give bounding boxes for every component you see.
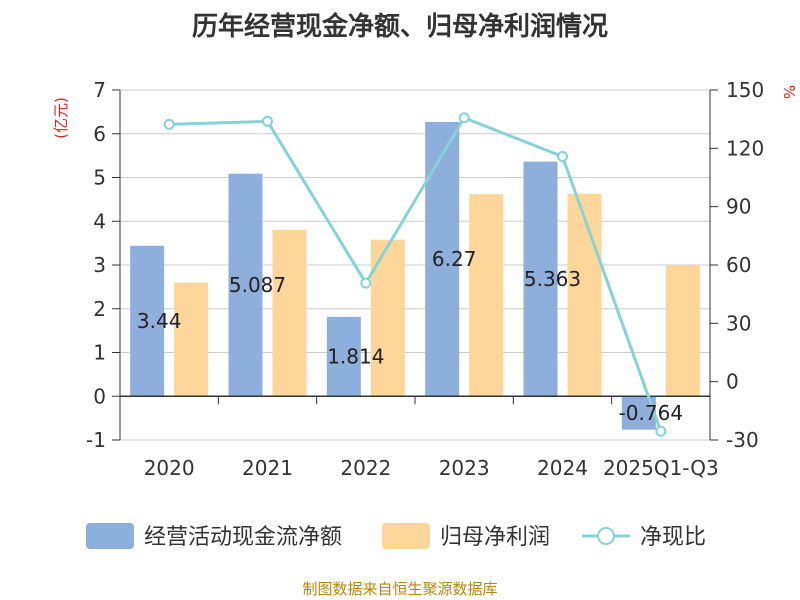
cashflow-bar [130, 245, 165, 397]
profit-bar [174, 282, 209, 397]
legend-swatch-cashflow [86, 523, 134, 549]
x-tick-label: 2021 [242, 456, 293, 480]
left-tick-label: 4 [93, 209, 106, 233]
grid-lines [120, 89, 710, 441]
legend-swatch-profit [382, 523, 430, 549]
cashflow-data-label: 6.27 [432, 247, 477, 271]
left-tick-label: 3 [93, 253, 106, 277]
cashflow-data-label: 3.44 [137, 309, 182, 333]
ratio-point [655, 425, 667, 437]
legend: 经营活动现金流净额 归母净利润 净现比 [86, 523, 706, 550]
left-tick-label: 5 [93, 166, 106, 190]
cashflow-data-label: 1.814 [327, 345, 384, 369]
profit-bar [567, 193, 602, 397]
legend-label-cashflow: 经营活动现金流净额 [144, 525, 342, 550]
right-tick-label: 120 [726, 136, 764, 160]
legend-label-profit: 归母净利润 [440, 525, 550, 550]
cashflow-bar [523, 161, 558, 397]
ratio-line-path [169, 115, 663, 432]
profit-bar [370, 239, 405, 397]
legend-swatch-ratio-marker [597, 527, 615, 545]
right-tick-label: -30 [726, 428, 759, 452]
x-tick-label: 2022 [340, 456, 391, 480]
ratio-line [163, 112, 667, 437]
x-tick-label: 2025Q1-Q3 [603, 456, 719, 480]
cashflow-bar [228, 173, 263, 397]
x-tick-label: 2023 [439, 456, 490, 480]
axes: -1 0 1 2 3 4 5 6 7 -30 0 30 60 90 120 150 (亿元)% 2020 2021 2… [52, 78, 798, 480]
left-axis-unit: (亿元) [52, 97, 70, 139]
bars [130, 121, 700, 430]
left-tick-label: 2 [93, 297, 106, 321]
cashflow-bar [425, 121, 460, 397]
ratio-point [458, 112, 470, 124]
right-tick-label: 0 [726, 370, 739, 394]
data-labels: 3.44 5.087 1.814 6.27 5.363 -0.764 [137, 247, 683, 425]
left-tick-label: -1 [86, 428, 106, 452]
source-note: 制图数据来自恒生聚源数据库 [302, 580, 498, 598]
profit-bar [469, 194, 504, 397]
left-tick-label: 0 [93, 384, 106, 408]
right-tick-label: 30 [726, 311, 751, 335]
ratio-point [557, 151, 568, 162]
cashflow-data-label: -0.764 [619, 401, 683, 425]
profit-bar [665, 265, 700, 397]
ratio-point [163, 118, 175, 130]
cashflow-data-label: 5.363 [524, 267, 581, 291]
cashflow-bar [326, 316, 361, 397]
left-tick-label: 1 [93, 341, 106, 365]
left-tick-label: 6 [93, 122, 106, 146]
cashflow-data-label: 5.087 [229, 273, 286, 297]
x-tick-label: 2024 [537, 456, 588, 480]
right-tick-label: 150 [726, 78, 764, 102]
profit-bar [272, 230, 307, 397]
ratio-point [360, 277, 372, 289]
right-axis-unit: % [780, 85, 798, 99]
right-tick-label: 90 [726, 195, 751, 219]
ratio-point [262, 115, 273, 127]
left-tick-label: 7 [93, 78, 106, 102]
legend-label-ratio: 净现比 [640, 525, 706, 550]
chart-title: 历年经营现金净额、归母净利润情况 [191, 12, 608, 42]
x-tick-label: 2020 [144, 456, 195, 480]
right-tick-label: 60 [726, 253, 751, 277]
